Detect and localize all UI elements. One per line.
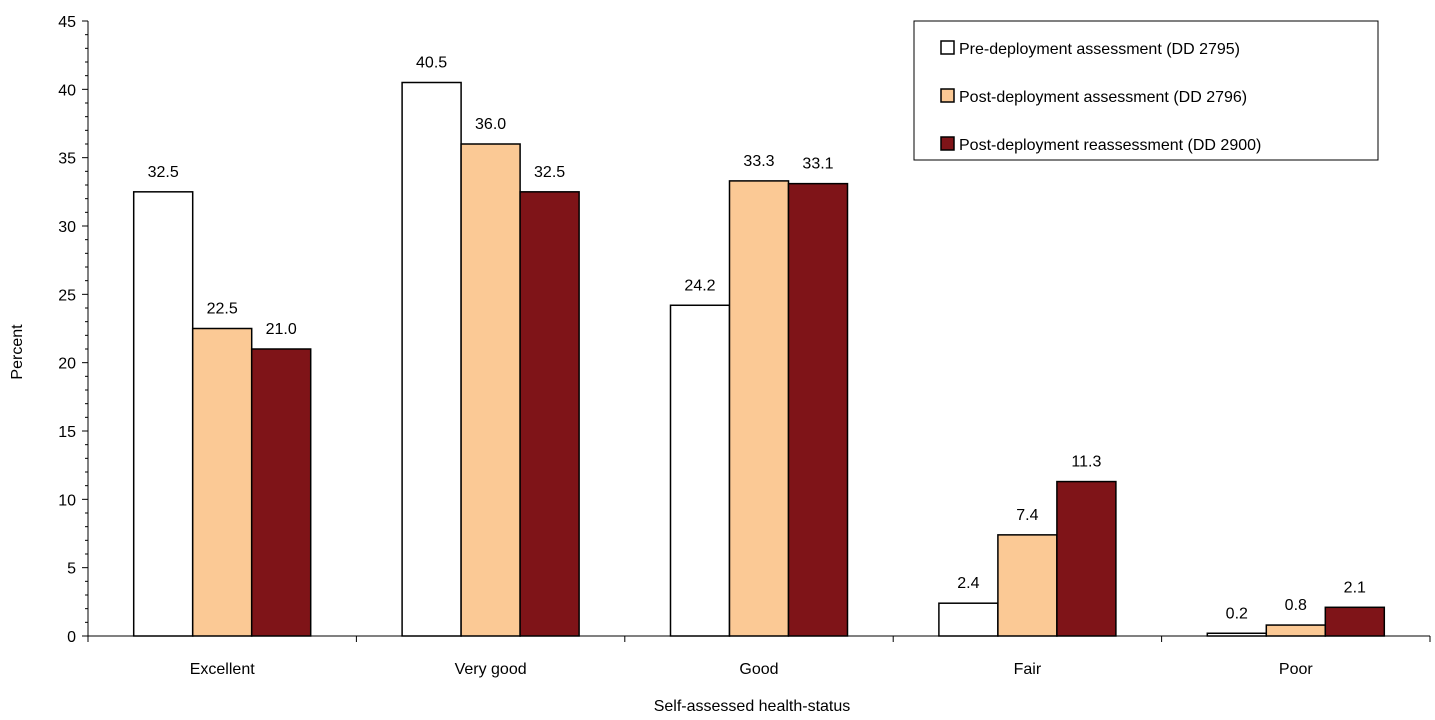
legend-box xyxy=(913,20,1379,161)
y-axis-title: Percent xyxy=(9,324,26,380)
x-axis-title: Self-assessed health-status xyxy=(654,698,851,715)
bar xyxy=(1265,624,1327,637)
x-tick-label: Fair xyxy=(1014,661,1042,678)
legend-label: Post-deployment reassessment (DD 2900) xyxy=(959,137,1261,154)
bar xyxy=(1056,480,1117,637)
legend: Pre-deployment assessment (DD 2795) Post-… xyxy=(913,20,1379,161)
data-label: 33.3 xyxy=(743,153,774,170)
data-label: 22.5 xyxy=(207,301,238,318)
data-label: 33.1 xyxy=(802,156,833,173)
y-tick-label: 30 xyxy=(58,219,76,236)
y-tick-label: 15 xyxy=(58,424,76,441)
bar xyxy=(519,191,580,637)
data-label: 40.5 xyxy=(416,55,447,72)
bar xyxy=(938,602,999,637)
bar xyxy=(787,182,849,637)
y-tick-label: 40 xyxy=(58,82,76,99)
data-label: 11.3 xyxy=(1071,454,1101,471)
legend-swatch xyxy=(940,40,955,55)
bar xyxy=(401,81,462,637)
y-tick-label: 0 xyxy=(67,629,76,646)
x-tick-label: Excellent xyxy=(190,661,255,678)
data-labels: 32.5 22.5 21.0 40.5 36.0 32.5 24.2 33.3 33.1 2.4 7… xyxy=(148,55,1366,623)
data-label: 0.8 xyxy=(1285,597,1307,614)
y-tick-label: 5 xyxy=(67,561,76,578)
bar xyxy=(132,191,194,637)
bar xyxy=(250,348,312,637)
bar xyxy=(191,327,253,637)
data-label: 2.4 xyxy=(957,575,979,592)
data-label: 32.5 xyxy=(534,164,565,181)
y-tick-label: 35 xyxy=(58,151,76,168)
data-label: 21.0 xyxy=(266,321,297,338)
bar xyxy=(997,534,1058,637)
data-label: 7.4 xyxy=(1016,507,1038,524)
legend-swatch xyxy=(940,136,955,151)
bar xyxy=(669,304,731,637)
bar xyxy=(460,143,521,637)
data-label: 24.2 xyxy=(684,277,715,294)
y-tick-label: 25 xyxy=(58,287,76,304)
bar xyxy=(1324,606,1386,637)
data-label: 32.5 xyxy=(148,164,179,181)
y-tick-label: 45 xyxy=(58,14,76,31)
y-tick-label: 20 xyxy=(58,356,76,373)
data-label: 36.0 xyxy=(475,116,506,133)
bar xyxy=(1206,632,1268,637)
axes: 0 5 10 15 20 25 30 35 40 45 Excellent Very good Good… xyxy=(58,14,1431,678)
data-label: 2.1 xyxy=(1344,579,1366,596)
y-tick-label: 10 xyxy=(58,492,76,509)
bar xyxy=(728,180,790,637)
legend-swatch xyxy=(940,88,955,103)
bars xyxy=(132,81,1386,637)
x-tick-label: Poor xyxy=(1279,661,1313,678)
legend-label: Post-deployment assessment (DD 2796) xyxy=(959,89,1247,106)
data-label: 0.2 xyxy=(1226,605,1248,622)
x-tick-label: Very good xyxy=(455,661,527,678)
legend-label: Pre-deployment assessment (DD 2795) xyxy=(959,41,1240,58)
x-tick-label: Good xyxy=(739,661,778,678)
